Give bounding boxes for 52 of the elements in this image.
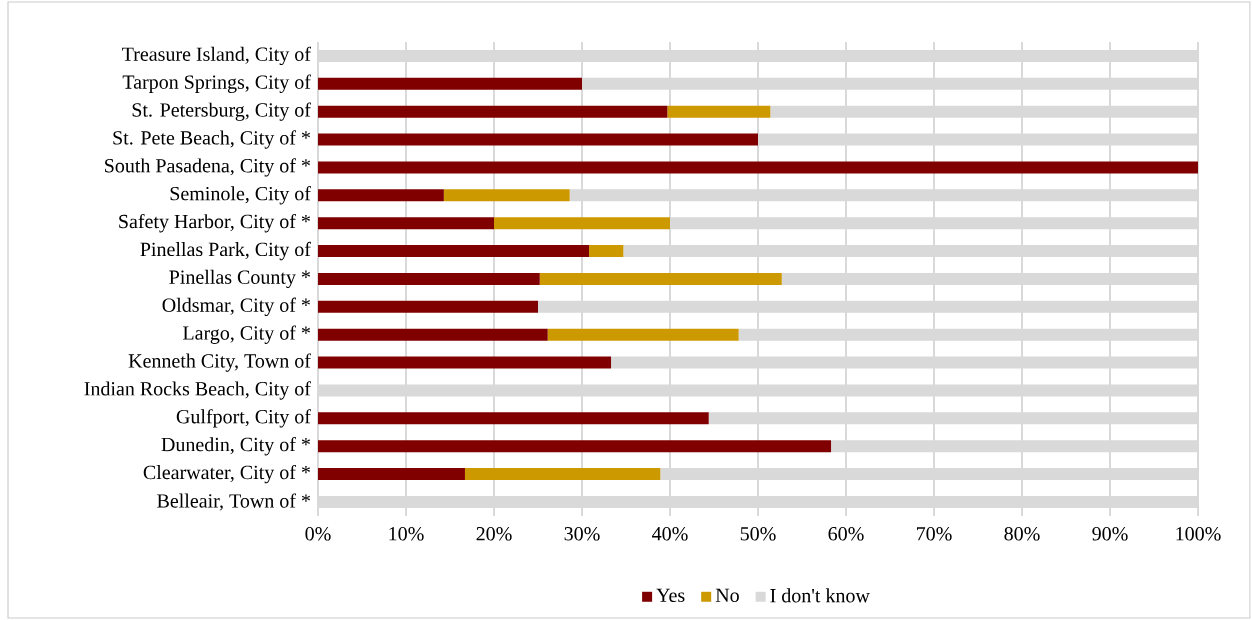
bar	[539, 272, 782, 285]
x-tick-label: 0%	[305, 527, 331, 541]
bar	[464, 468, 661, 481]
bar	[318, 440, 832, 453]
bar	[318, 272, 540, 285]
x-tick-label: 20%	[476, 527, 512, 541]
y-tick-label: South Pasadena, City of *	[105, 158, 310, 177]
y-tick-label: St. Petersburg, City of	[132, 102, 311, 121]
x-tick-label: 90%	[1092, 527, 1128, 541]
y-tick-label: Indian Rocks Beach, City of	[84, 381, 311, 400]
bar	[667, 105, 771, 118]
bar	[318, 412, 709, 425]
y-tick-label: Seminole, City of	[170, 186, 311, 205]
y-tick-label: Pinellas Park, City of	[140, 241, 311, 261]
y-tick-label: Gulfport, City of	[176, 409, 311, 428]
bar	[318, 356, 612, 369]
y-tick-label: Oldsmar, City of *	[162, 297, 310, 317]
bar	[318, 77, 582, 90]
y-tick-label: St. Pete Beach, City of *	[113, 130, 310, 149]
x-tick-label: 100%	[1176, 527, 1221, 541]
legend-label: Yes	[656, 588, 685, 603]
bar	[318, 105, 668, 118]
y-tick-label: Safety Harbor, City of *	[119, 213, 310, 233]
bar	[547, 328, 739, 341]
x-tick-label: 50%	[740, 527, 776, 541]
bar	[318, 189, 444, 202]
y-tick-label: Pinellas County *	[169, 269, 310, 289]
x-tick-label: 70%	[916, 527, 952, 541]
bar	[318, 217, 495, 230]
y-tick-label: Kenneth City, Town of	[128, 353, 311, 372]
bar	[589, 245, 624, 258]
legend-label: I don't know	[770, 588, 870, 603]
y-tick-label: Treasure Island, City of	[122, 46, 311, 66]
y-tick-label: Tarpon Springs, City of	[122, 74, 311, 93]
x-tick-label: 10%	[389, 527, 424, 541]
y-tick-label: Belleair, Town of *	[157, 493, 310, 511]
bar	[318, 300, 539, 313]
bar	[318, 328, 548, 341]
x-tick-label: 30%	[564, 527, 600, 541]
x-tick-label: 40%	[652, 527, 688, 541]
x-tick-label: 60%	[828, 527, 864, 541]
bar	[494, 217, 670, 230]
legend-label: No	[715, 588, 739, 603]
bar	[318, 245, 590, 258]
bar	[318, 133, 758, 146]
y-tick-label: Dunedin, City of *	[161, 437, 310, 456]
bar	[443, 189, 570, 202]
bar	[318, 468, 465, 481]
y-tick-label: Largo, City of *	[183, 325, 310, 344]
bar	[318, 161, 1198, 174]
y-tick-label: Clearwater, City of *	[143, 464, 310, 484]
x-tick-label: 80%	[1004, 527, 1040, 541]
